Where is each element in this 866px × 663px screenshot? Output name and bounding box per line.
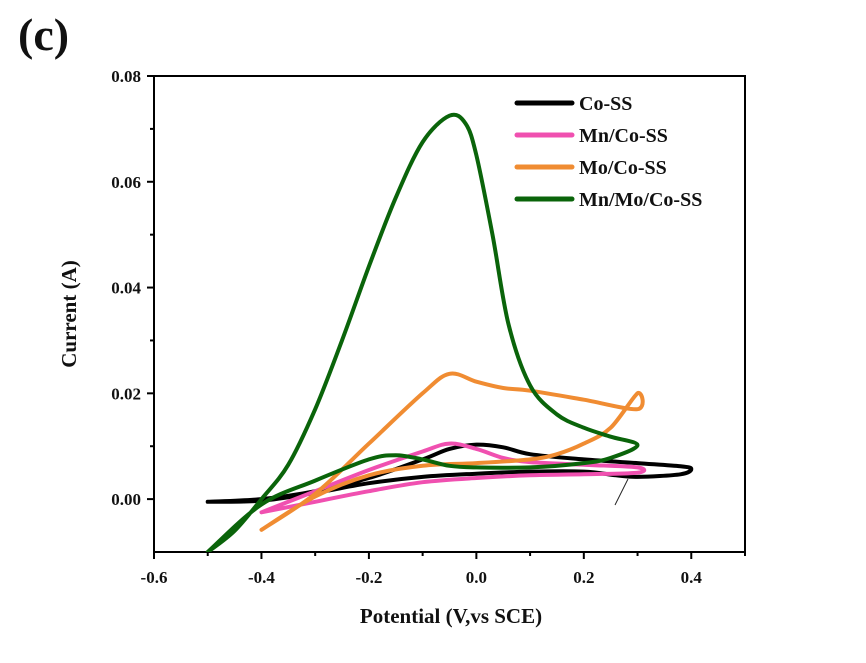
series-co-ss [205,442,694,504]
y-axis-title: Current (A) [57,260,81,368]
plot-border [153,75,746,553]
x-tick-label: -0.4 [248,568,275,587]
x-tick-label: 0.0 [466,568,487,587]
x-tick-label: -0.2 [355,568,382,587]
axis-ticks [147,75,746,559]
legend-label: Co-SS [579,93,632,115]
x-tick-label: 0.2 [573,568,594,587]
plot-frame [153,75,746,553]
y-tick-label: 0.06 [111,173,141,192]
x-tick-label: 0.4 [681,568,703,587]
x-axis-title: Potential (V,vs SCE) [360,604,542,628]
series-mo-co-ss [259,371,645,532]
y-tick-label: 0.02 [111,384,141,403]
axis-tick-labels: -0.6 -0.4 -0.2 0.0 0.2 0.4 0.00 0.02 0.04 0.06 0.0… [111,67,702,587]
series-mn-co-ss [259,441,647,515]
legend-label: Mn/Co-SS [579,125,668,147]
y-tick-label: 0.08 [111,67,141,86]
panel-label: (c) [18,9,70,60]
pointer-line [614,478,629,506]
series-mn-mo-co-ss [205,112,640,552]
y-tick-label: 0.00 [111,490,141,509]
legend-label: Mo/Co-SS [579,157,667,179]
x-tick-label: -0.6 [141,568,168,587]
series-group [205,112,694,552]
legend-label: Mn/Mo/Co-SS [579,189,702,211]
y-tick-label: 0.04 [111,279,141,298]
legend: Co-SS Mn/Co-SS Mo/Co-SS Mn/Mo/Co-SS [514,93,702,211]
